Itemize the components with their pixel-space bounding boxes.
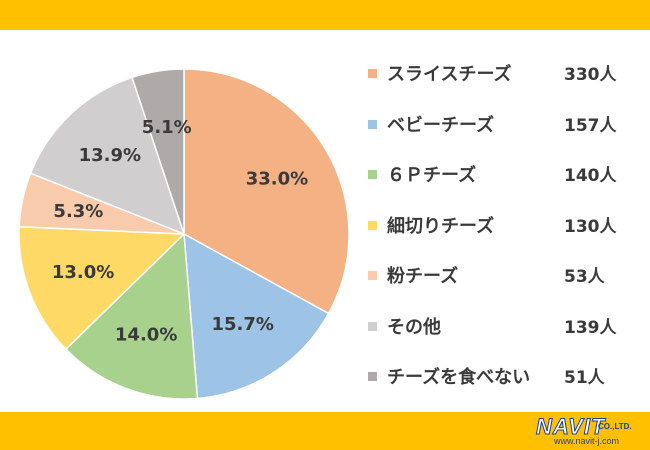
legend-label: チーズを食べない xyxy=(387,367,531,388)
legend-label: 細切りチーズ xyxy=(387,215,495,237)
legend-count: 53人 xyxy=(564,267,605,287)
pie-slice xyxy=(183,232,330,400)
legend-label: ６Ｐチーズ xyxy=(387,165,477,186)
legend-swatch xyxy=(368,69,377,78)
slice-percent-label: 13.0% xyxy=(52,262,114,283)
slice-percent-label: 33.0% xyxy=(246,169,308,190)
legend-count: 140人 xyxy=(564,166,617,186)
legend-count: 51人 xyxy=(564,368,605,388)
legend: スライスチーズ 330人 ベビーチーズ 157人 ６Ｐチーズ 140人 細切りチ… xyxy=(368,58,628,412)
pie-slice xyxy=(29,76,186,236)
legend-item: 粉チーズ 53人 xyxy=(368,260,628,311)
company-logo: NAVIT CO.,LTD. www.navit-j.com xyxy=(535,414,644,448)
slice-percent-label: 15.7% xyxy=(211,314,273,335)
legend-item: その他 139人 xyxy=(368,311,628,362)
legend-swatch xyxy=(368,271,377,280)
slice-percent-label: 5.1% xyxy=(142,117,192,138)
legend-item: チーズを食べない 51人 xyxy=(368,361,628,412)
legend-count: 139人 xyxy=(564,317,617,338)
slice-percent-label: 5.3% xyxy=(53,201,103,222)
pie-chart: 33.0% 15.7% 14.0% 13.0% 5.3% 13.9%5.1% xyxy=(18,68,350,400)
logo-url: www.navit-j.com xyxy=(554,436,620,446)
slice-percent-label: 14.0% xyxy=(115,325,177,346)
legend-count: 130人 xyxy=(564,216,617,237)
legend-swatch xyxy=(368,372,377,381)
pie-slice xyxy=(183,68,350,315)
legend-swatch xyxy=(368,220,377,230)
pie-slice xyxy=(64,232,199,400)
legend-swatch xyxy=(368,321,377,331)
legend-item: 細切りチーズ 130人 xyxy=(368,210,628,261)
legend-swatch xyxy=(368,119,377,129)
logo-suffix: CO.,LTD. xyxy=(598,422,632,431)
legend-label: ベビーチーズ xyxy=(387,114,495,136)
legend-count: 330人 xyxy=(564,65,617,85)
legend-label: スライスチーズ xyxy=(387,64,512,85)
logo-wordmark: NAVIT xyxy=(535,414,606,440)
legend-label: その他 xyxy=(387,316,441,338)
slice-percent-label: 13.9% xyxy=(79,145,141,166)
bottom-banner xyxy=(0,412,650,450)
legend-item: ベビーチーズ 157人 xyxy=(368,109,628,160)
legend-item: スライスチーズ 330人 xyxy=(368,58,628,109)
legend-count: 157人 xyxy=(564,115,617,136)
pie-slice xyxy=(131,68,185,235)
legend-item: ６Ｐチーズ 140人 xyxy=(368,159,628,210)
pie-slice xyxy=(18,225,186,351)
top-banner xyxy=(0,0,650,30)
legend-swatch xyxy=(368,170,377,179)
legend-label: 粉チーズ xyxy=(387,266,459,287)
